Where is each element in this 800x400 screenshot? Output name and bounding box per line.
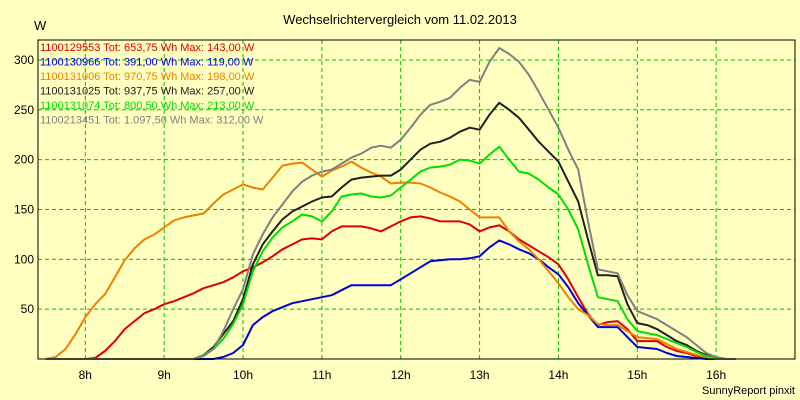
plot-frame [37, 39, 796, 360]
legend-entry-1100131025: 1100131025 Tot: 937,75 Wh Max: 257,00 W [40, 86, 255, 98]
x-tick-label: 13h [470, 368, 490, 382]
y-tick-label: 250 [14, 103, 34, 117]
y-tick-label: 150 [14, 202, 34, 216]
series-line-1100131006 [45, 160, 736, 360]
legend-entry-1100130966: 1100130966 Tot: 391,00 Wh Max: 119,00 W [40, 57, 254, 69]
y-axis: 50 100 150 200 250 300 [14, 53, 34, 316]
legend-entry-1100131074: 1100131074 Tot: 800,50 Wh Max: 213,00 W [40, 100, 255, 112]
chart-title: Wechselrichtervergleich vom 11.02.2013 [283, 12, 517, 27]
legend-entry-1100131006: 1100131006 Tot: 970,75 Wh Max: 198,00 W [40, 71, 255, 83]
x-tick-label: 9h [157, 368, 170, 382]
x-tick-label: 10h [233, 368, 253, 382]
x-tick-label: 11h [312, 368, 331, 382]
x-tick-label: 8h [79, 368, 92, 382]
x-tick-label: 16h [706, 368, 726, 382]
x-tick-label: 15h [627, 368, 647, 382]
legend-entry-1100213451: 1100213451 Tot: 1.097,50 Wh Max: 312,00 … [40, 115, 264, 127]
y-axis-label: W [34, 18, 47, 33]
credit-annotation: SunnyReport pinxit [702, 385, 795, 397]
y-tick-label: 50 [21, 302, 35, 316]
legend-entry-1100129553: 1100129553 Tot: 653,75 Wh Max: 143,00 W [40, 42, 255, 54]
legend: 1100129553 Tot: 653,75 Wh Max: 143,00 W 1… [40, 42, 264, 127]
y-tick-label: 200 [14, 153, 34, 167]
x-tick-label: 12h [391, 368, 411, 382]
y-tick-label: 300 [14, 53, 34, 67]
series-line-1100129553 [45, 215, 736, 360]
y-tick-label: 100 [14, 252, 34, 266]
grid [38, 40, 795, 359]
x-axis: 8h 9h 10h 11h 12h 13h 14h 15h 16h [79, 368, 727, 382]
x-tick-label: 14h [548, 368, 568, 382]
